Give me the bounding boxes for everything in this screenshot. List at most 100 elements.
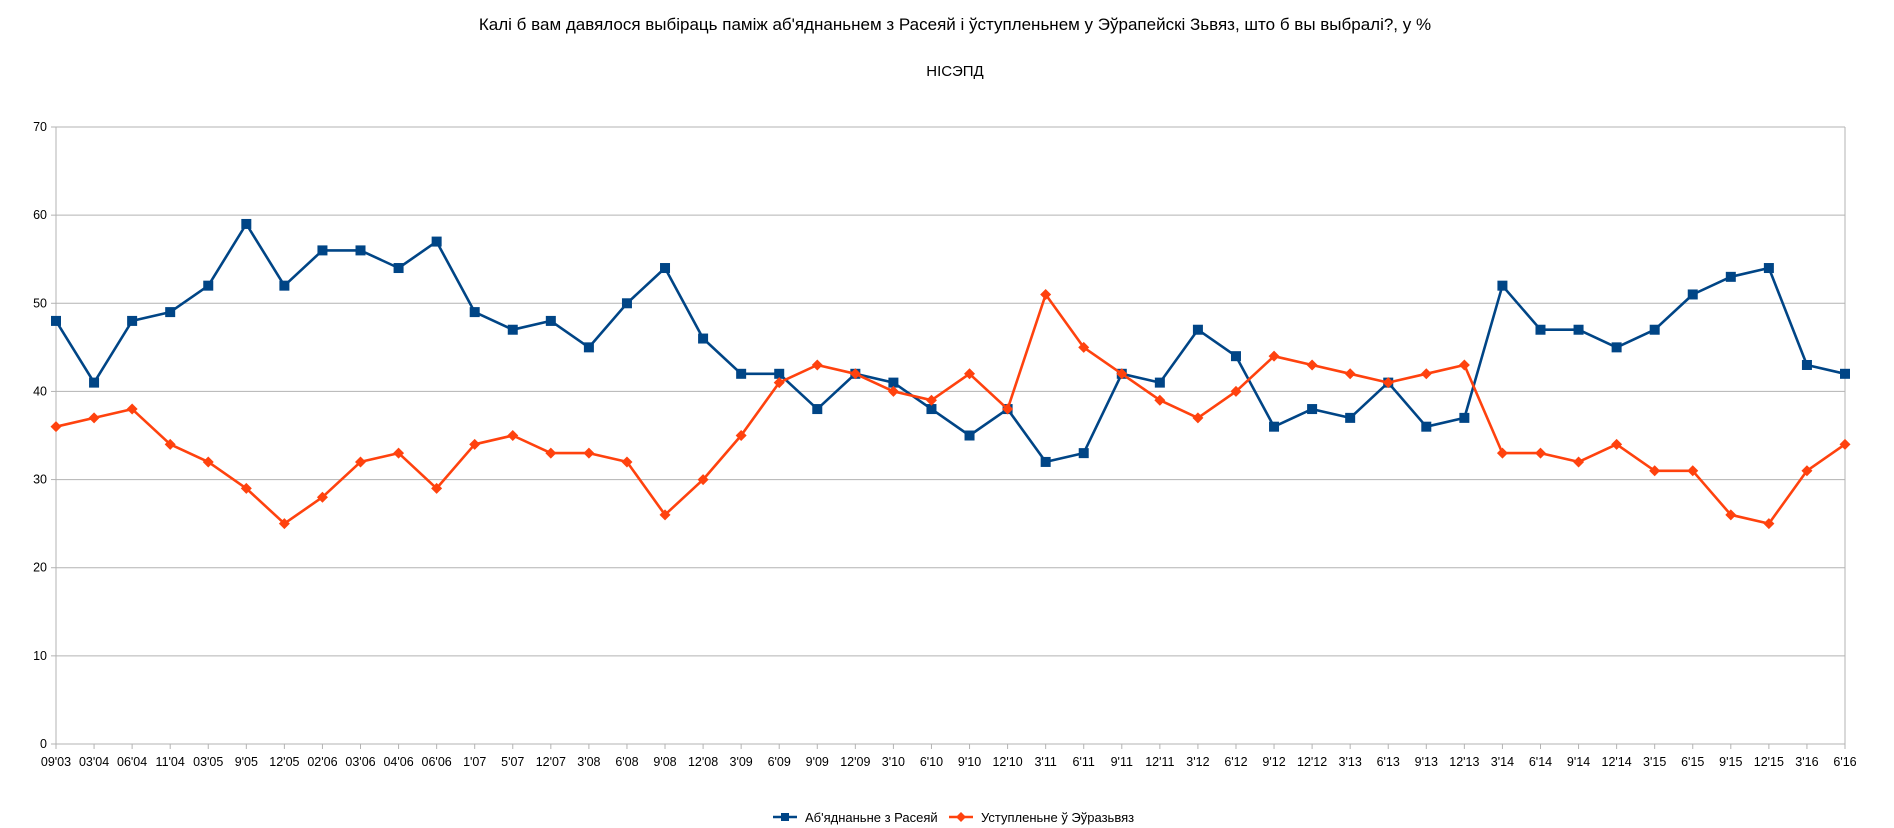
data-point-russia: [507, 324, 518, 335]
data-point-eu: [1078, 341, 1090, 353]
data-point-eu: [1801, 465, 1813, 477]
data-point-eu: [1382, 377, 1394, 389]
xtick-label: 9'13: [1415, 755, 1438, 769]
xtick-label: 3'15: [1643, 755, 1666, 769]
data-point-eu: [1230, 385, 1242, 397]
xtick-label: 12'15: [1754, 755, 1784, 769]
data-point-russia: [1040, 456, 1051, 467]
xtick-label: 12'12: [1297, 755, 1327, 769]
xtick-label: 3'08: [577, 755, 600, 769]
xtick-label: 6'14: [1529, 755, 1552, 769]
chart-title: Калі б вам давялося выбіраць паміж аб'яд…: [479, 15, 1431, 34]
data-point-eu: [1573, 456, 1585, 468]
data-point-eu: [887, 385, 899, 397]
data-point-russia: [1078, 448, 1089, 459]
xtick-label: 02'06: [307, 755, 337, 769]
data-point-russia: [774, 368, 785, 379]
axes: [55, 127, 1846, 745]
y-axis-ticks: 0 10 20 30 40 50 60 70: [33, 120, 56, 751]
xtick-label: 06'06: [422, 755, 452, 769]
data-point-eu: [545, 447, 557, 459]
xtick-label: 03'05: [193, 755, 223, 769]
xtick-label: 3'14: [1491, 755, 1514, 769]
data-point-eu: [1192, 412, 1204, 424]
xtick-label: 6'15: [1681, 755, 1704, 769]
xtick-label: 3'10: [882, 755, 905, 769]
data-point-russia: [89, 377, 100, 388]
xtick-label: 09'03: [41, 755, 71, 769]
data-point-eu: [1496, 447, 1508, 459]
xtick-label: 12'09: [840, 755, 870, 769]
data-point-russia: [1307, 404, 1318, 415]
data-point-eu: [1040, 288, 1052, 300]
data-point-russia: [1573, 324, 1584, 335]
data-point-russia: [736, 368, 747, 379]
data-point-russia: [545, 315, 556, 326]
data-point-russia: [51, 315, 61, 326]
series-line-1: [55, 293, 1846, 525]
xtick-label: 3'09: [730, 755, 753, 769]
data-point-russia: [1497, 280, 1508, 291]
series-0: [51, 218, 1850, 467]
data-point-russia: [241, 218, 252, 229]
data-point-russia: [1687, 289, 1698, 300]
data-point-russia: [1154, 377, 1165, 388]
series-1: [50, 288, 1851, 530]
data-point-eu: [507, 430, 519, 441]
data-point-eu: [1420, 368, 1432, 380]
data-point-eu: [1839, 438, 1851, 450]
ytick-label: 0: [40, 737, 47, 751]
legend-label-eu: Уступленьне ў Эўразьвяз: [981, 810, 1134, 825]
xtick-label: 03'04: [79, 755, 109, 769]
data-point-russia: [127, 315, 138, 326]
data-point-eu: [88, 412, 100, 424]
xtick-label: 12'07: [536, 755, 566, 769]
data-point-eu: [1002, 403, 1014, 415]
data-point-eu: [393, 447, 405, 459]
legend-item-russia: Аб'яднаньне з Расеяй: [773, 810, 938, 825]
xtick-label: 11'04: [156, 755, 185, 769]
data-point-eu: [355, 456, 367, 468]
legend: Аб'яднаньне з Расеяй Уступленьне ў Эўраз…: [773, 810, 1134, 825]
chart-subtitle: НІСЭПД: [926, 63, 983, 80]
data-point-eu: [50, 421, 62, 433]
data-point-russia: [355, 245, 366, 256]
data-point-eu: [240, 482, 252, 494]
xtick-label: 12'13: [1449, 755, 1479, 769]
xtick-label: 12'14: [1602, 755, 1632, 769]
xtick-label: 04'06: [383, 755, 413, 769]
data-point-eu: [1687, 465, 1699, 477]
xtick-label: 3'11: [1034, 755, 1056, 769]
data-point-eu: [773, 377, 785, 389]
data-point-russia: [888, 377, 899, 388]
data-point-russia: [469, 307, 480, 318]
data-point-eu: [1458, 359, 1470, 371]
data-point-eu: [202, 456, 214, 468]
xtick-label: 9'09: [806, 755, 829, 769]
series-line-0: [54, 222, 1846, 464]
ytick-label: 30: [33, 473, 47, 487]
legend-item-eu: Уступленьне ў Эўразьвяз: [949, 810, 1134, 825]
ytick-label: 20: [33, 561, 47, 575]
xtick-label: 03'06: [345, 755, 375, 769]
data-point-eu: [1649, 465, 1661, 477]
data-point-eu: [1116, 368, 1128, 380]
data-point-eu: [316, 491, 328, 503]
legend-swatch-marker-russia: [781, 813, 789, 821]
data-point-eu: [621, 456, 633, 468]
xtick-label: 5'07: [501, 755, 524, 769]
data-point-eu: [431, 482, 443, 494]
data-point-eu: [469, 438, 481, 450]
data-point-russia: [926, 404, 937, 415]
data-point-russia: [583, 342, 594, 353]
data-point-russia: [1421, 421, 1432, 432]
data-point-russia: [1269, 421, 1280, 432]
xtick-label: 3'12: [1186, 755, 1209, 769]
legend-label-russia: Аб'яднаньне з Расеяй: [805, 810, 938, 825]
xtick-label: 9'11: [1111, 755, 1133, 769]
xtick-label: 9'10: [958, 755, 981, 769]
data-point-eu: [1268, 350, 1280, 362]
xtick-label: 06'04: [117, 755, 147, 769]
xtick-label: 1'07: [463, 755, 486, 769]
